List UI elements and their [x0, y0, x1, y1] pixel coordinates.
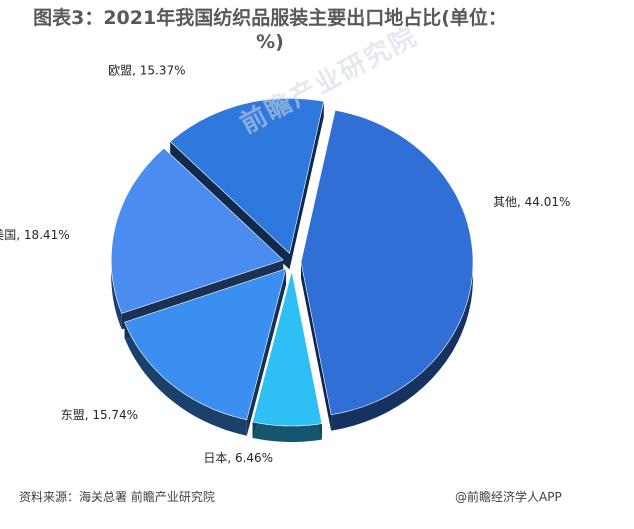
brand-credit: @前瞻经济学人APP	[455, 490, 562, 504]
pie-slice-side-日本	[252, 421, 322, 442]
chart-title: 图表3：2021年我国纺织品服装主要出口地占比(单位：%)	[33, 7, 507, 53]
slice-label-美国: 美国, 18.41%	[0, 228, 70, 242]
pie-slice-欧盟	[169, 98, 325, 254]
pie-slice-wall-东盟	[246, 268, 287, 436]
pie-slice-其他	[300, 109, 474, 416]
slice-label-欧盟: 欧盟, 15.37%	[108, 64, 185, 78]
pie-slice-美国	[110, 147, 284, 314]
slice-label-东盟: 东盟, 15.74%	[61, 408, 138, 422]
source-note: 资料来源：海关总署 前瞻产业研究院	[19, 490, 215, 504]
slice-label-日本: 日本, 6.46%	[203, 451, 273, 465]
pie-slice-wall-其他	[300, 262, 332, 431]
pie-slice-wall-欧盟	[289, 101, 324, 270]
slice-label-其他: 其他, 44.01%	[493, 195, 570, 209]
pie-slice-东盟	[124, 268, 287, 421]
pie-slice-日本	[252, 270, 323, 427]
pie-chart: 其他, 44.01% 日本, 6.46% 东盟, 15.74% 美国, 18.41% 欧…	[0, 64, 570, 465]
pie-slice-side-东盟	[124, 322, 247, 436]
pie-slice-wall-欧盟	[170, 141, 290, 270]
